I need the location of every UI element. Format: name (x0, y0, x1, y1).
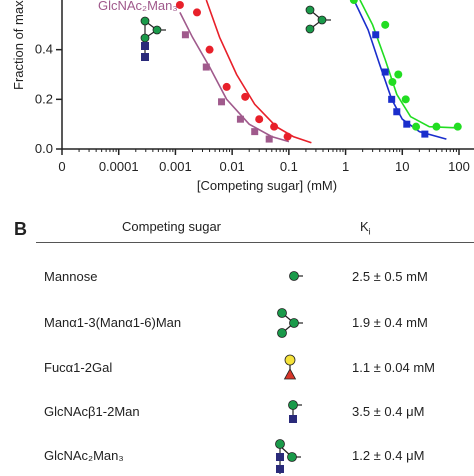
x-tick-label: 0.001 (159, 159, 192, 174)
panel-b-label: B (14, 219, 27, 239)
data-point (241, 92, 250, 101)
data-point (381, 68, 389, 76)
y-tick-label: 0.0 (35, 141, 53, 156)
sugar-name: GlcNAc₂Man₃ (44, 448, 124, 463)
table-row: GlcNAc₂Man₃ 1.2 ± 0.4 μM (0, 436, 474, 476)
ki-value: 1.9 ± 0.4 mM (352, 315, 428, 330)
data-point (192, 8, 201, 17)
data-point (181, 31, 189, 39)
data-point (393, 108, 401, 116)
data-point (412, 122, 421, 131)
data-point (349, 0, 358, 4)
data-point (236, 115, 244, 123)
data-point (388, 77, 397, 86)
header-divider (36, 242, 474, 243)
data-markers (175, 0, 462, 143)
data-point (388, 95, 396, 103)
header-ki-text: K (360, 219, 369, 234)
sugar-name: Manα1-3(Manα1-6)Man (44, 315, 182, 330)
data-point (283, 132, 292, 141)
x-tick-label: 100 (448, 159, 470, 174)
glycan-icon-trimannose-plot (305, 5, 331, 34)
x-tick-label: 1 (342, 159, 349, 174)
chart-panel-a: 0.0 0.2 0.4 0 0.0001 0.001 0.01 0.1 1 10 100 Frac… (11, 0, 474, 193)
sugar-name: Fucα1-2Gal (44, 360, 113, 375)
fit-curve (359, 0, 460, 129)
data-point (205, 45, 214, 54)
sugar-name: GlcNAcβ1-2Man (44, 404, 140, 419)
fucose-galactose-glycan-icon (283, 354, 297, 380)
x-axis-label: [Competing sugar] (mM) (197, 178, 337, 193)
y-axis-label: Fraction of max (11, 0, 26, 90)
data-point (403, 120, 411, 128)
y-ticks: 0.0 0.2 0.4 (35, 42, 62, 156)
data-point (453, 122, 462, 131)
series-label-glcnac2man3: GlcNAc₂Man₃ (98, 0, 178, 13)
y-tick-label: 0.4 (35, 42, 53, 57)
data-point (372, 31, 380, 39)
ki-value: 1.1 ± 0.04 mM (352, 360, 436, 375)
data-point (381, 20, 390, 29)
x-tick-label: 10 (395, 159, 409, 174)
x-ticks: 0 0.0001 0.001 0.01 0.1 1 10 100 (58, 149, 470, 174)
data-point (401, 95, 410, 104)
glcnac-mannose-glycan-icon (288, 400, 302, 423)
mannose-glycan-icon (289, 271, 303, 281)
data-point (265, 135, 273, 143)
ki-value: 1.2 ± 0.4 μM (352, 448, 425, 463)
table-row: Mannose 2.5 ± 0.5 mM (0, 257, 474, 297)
table-row: GlcNAcβ1-2Man 3.5 ± 0.4 μM (0, 392, 474, 432)
table-row: Manα1-3(Manα1-6)Man 1.9 ± 0.4 mM (0, 303, 474, 343)
data-point (202, 63, 210, 71)
trimannose-glycan-icon (277, 308, 303, 338)
chart-axes (61, 0, 474, 150)
x-tick-label: 0.1 (280, 159, 298, 174)
data-point (255, 115, 264, 124)
header-ki-subscript: i (368, 226, 371, 237)
header-ki: Ki (360, 219, 371, 237)
header-competing-sugar: Competing sugar (122, 219, 221, 234)
fit-curve (205, 0, 312, 144)
data-point (270, 122, 279, 131)
x-tick-label: 0 (58, 159, 65, 174)
data-point (175, 0, 184, 9)
data-point (432, 122, 441, 131)
panel-b-table: B Competing sugar Ki Mannose 2.5 ± 0.5 m… (0, 215, 474, 474)
x-tick-label: 0.0001 (99, 159, 139, 174)
data-point (218, 98, 226, 106)
sugar-name: Mannose (44, 269, 98, 284)
ki-value: 3.5 ± 0.4 μM (352, 404, 425, 419)
ki-value: 2.5 ± 0.5 mM (352, 269, 428, 284)
y-tick-label: 0.2 (35, 91, 53, 106)
x-tick-label: 0.01 (219, 159, 244, 174)
fit-curve (353, 0, 447, 140)
glcnac2man3-glycan-icon (275, 439, 301, 474)
data-point (251, 128, 259, 136)
data-point (421, 130, 429, 138)
glycan-icon-glcnac2man3-plot (140, 16, 166, 61)
data-point (394, 70, 403, 79)
table-row: Fucα1-2Gal 1.1 ± 0.04 mM (0, 348, 474, 388)
data-point (222, 82, 231, 91)
